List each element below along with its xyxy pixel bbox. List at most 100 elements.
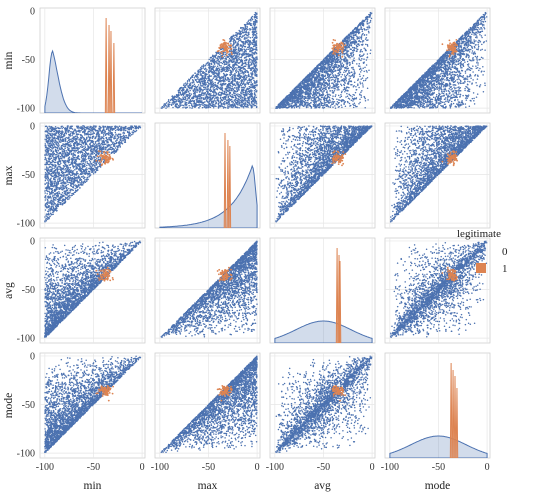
point-legitimate-0 xyxy=(246,94,248,96)
point-legitimate-0 xyxy=(206,96,208,98)
point-legitimate-0 xyxy=(299,105,301,107)
point-legitimate-0 xyxy=(351,95,353,98)
point-legitimate-0 xyxy=(243,79,245,82)
point-legitimate-0 xyxy=(346,46,349,49)
point-legitimate-0 xyxy=(362,39,364,42)
point-legitimate-0 xyxy=(347,56,350,58)
point-legitimate-0 xyxy=(252,28,254,31)
point-legitimate-0 xyxy=(209,82,211,85)
point-legitimate-0 xyxy=(190,86,192,88)
point-legitimate-0 xyxy=(322,80,325,83)
point-legitimate-0 xyxy=(310,87,313,90)
point-legitimate-0 xyxy=(341,106,343,109)
point-legitimate-0 xyxy=(351,62,354,65)
point-legitimate-0 xyxy=(315,73,318,75)
point-legitimate-0 xyxy=(346,67,348,70)
point-legitimate-0 xyxy=(241,83,244,86)
point-legitimate-0 xyxy=(216,88,219,91)
point-legitimate-0 xyxy=(365,59,368,61)
point-legitimate-0 xyxy=(329,73,332,76)
point-legitimate-0 xyxy=(191,103,193,105)
point-legitimate-0 xyxy=(248,79,250,82)
point-legitimate-0 xyxy=(310,84,312,86)
point-legitimate-0 xyxy=(236,51,238,53)
point-legitimate-0 xyxy=(240,44,243,46)
point-legitimate-0 xyxy=(220,94,222,96)
point-legitimate-0 xyxy=(255,41,257,43)
point-legitimate-0 xyxy=(183,86,185,89)
point-legitimate-0 xyxy=(317,92,319,95)
point-legitimate-0 xyxy=(225,79,228,81)
point-legitimate-0 xyxy=(351,83,353,86)
point-legitimate-0 xyxy=(244,28,247,31)
point-legitimate-0 xyxy=(172,97,175,99)
point-legitimate-0 xyxy=(177,89,180,92)
point-legitimate-0 xyxy=(251,15,254,18)
point-legitimate-0 xyxy=(238,89,240,91)
point-legitimate-0 xyxy=(353,70,356,72)
point-legitimate-0 xyxy=(216,68,219,70)
point-legitimate-0 xyxy=(214,69,217,72)
point-legitimate-0 xyxy=(253,34,256,36)
point-legitimate-0 xyxy=(253,53,255,55)
point-legitimate-0 xyxy=(202,102,204,104)
point-legitimate-0 xyxy=(340,64,343,67)
kde-legitimate-0 xyxy=(44,49,143,113)
point-legitimate-0 xyxy=(241,36,243,39)
point-legitimate-0 xyxy=(198,91,201,93)
point-legitimate-0 xyxy=(317,95,319,97)
point-legitimate-0 xyxy=(200,87,202,89)
point-legitimate-0 xyxy=(221,91,223,94)
point-legitimate-0 xyxy=(359,75,361,78)
point-legitimate-0 xyxy=(193,87,196,90)
point-legitimate-0 xyxy=(175,103,178,106)
point-legitimate-0 xyxy=(197,101,200,104)
point-legitimate-0 xyxy=(255,96,258,99)
point-legitimate-0 xyxy=(243,59,246,62)
point-legitimate-0 xyxy=(206,81,209,83)
point-legitimate-0 xyxy=(241,71,244,73)
point-legitimate-0 xyxy=(326,84,329,86)
point-legitimate-0 xyxy=(346,95,349,97)
point-legitimate-0 xyxy=(243,99,245,102)
point-legitimate-0 xyxy=(191,105,194,107)
point-legitimate-0 xyxy=(216,76,218,79)
point-legitimate-0 xyxy=(240,85,243,87)
point-legitimate-0 xyxy=(255,35,258,37)
point-legitimate-0 xyxy=(243,30,246,32)
point-legitimate-0 xyxy=(349,56,351,59)
point-legitimate-0 xyxy=(340,66,342,69)
point-legitimate-0 xyxy=(249,54,252,57)
point-legitimate-0 xyxy=(328,63,331,66)
point-legitimate-0 xyxy=(228,40,231,43)
point-legitimate-0 xyxy=(230,85,232,87)
point-legitimate-0 xyxy=(322,93,324,95)
point-legitimate-0 xyxy=(251,42,253,44)
point-legitimate-0 xyxy=(209,88,212,91)
point-legitimate-0 xyxy=(249,104,251,106)
point-legitimate-0 xyxy=(341,62,344,64)
point-legitimate-0 xyxy=(234,61,237,64)
point-legitimate-0 xyxy=(236,58,238,60)
point-legitimate-0 xyxy=(193,77,196,79)
point-legitimate-0 xyxy=(314,92,317,95)
point-legitimate-0 xyxy=(250,68,253,71)
point-legitimate-0 xyxy=(199,78,201,81)
point-legitimate-0 xyxy=(228,103,230,105)
point-legitimate-0 xyxy=(224,80,226,82)
point-legitimate-0 xyxy=(172,106,174,109)
point-legitimate-0 xyxy=(219,53,221,56)
point-legitimate-0 xyxy=(241,46,244,49)
point-legitimate-0 xyxy=(244,71,247,74)
point-legitimate-0 xyxy=(336,84,338,87)
point-legitimate-0 xyxy=(215,85,218,88)
point-legitimate-0 xyxy=(321,78,323,81)
point-legitimate-0 xyxy=(206,88,209,91)
point-legitimate-0 xyxy=(180,89,183,92)
point-legitimate-0 xyxy=(236,67,238,69)
point-legitimate-0 xyxy=(250,95,252,98)
point-legitimate-0 xyxy=(251,82,254,85)
point-legitimate-0 xyxy=(235,32,238,34)
point-legitimate-0 xyxy=(292,99,295,101)
point-legitimate-0 xyxy=(237,78,240,80)
